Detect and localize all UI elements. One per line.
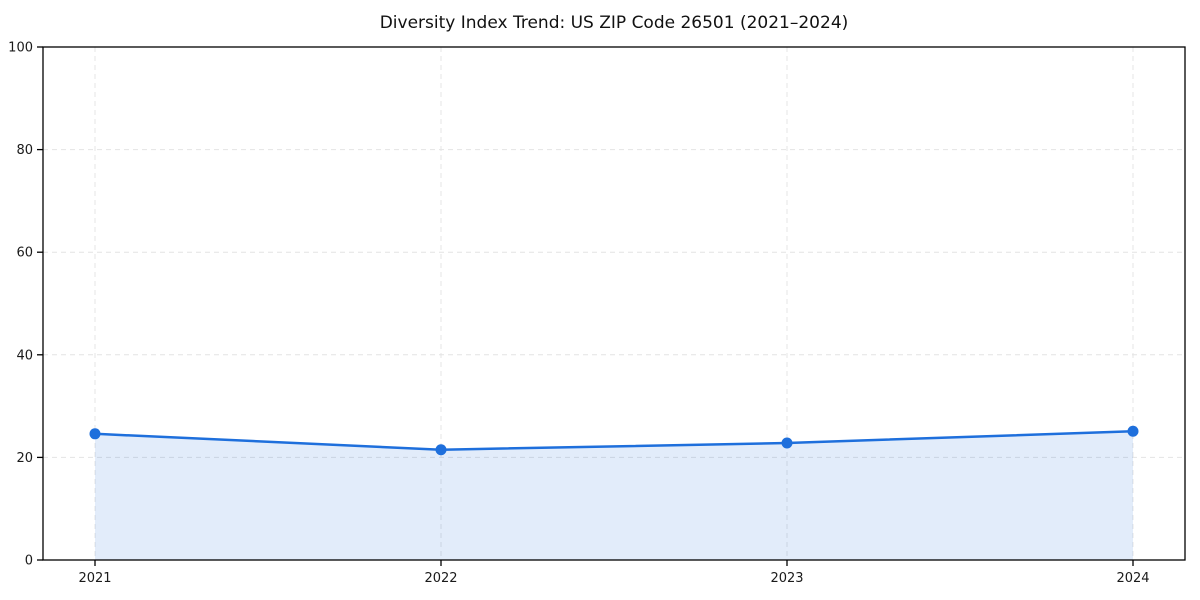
y-tick-label: 20 <box>16 451 33 466</box>
y-tick-label: 80 <box>16 143 33 158</box>
y-tick-label: 40 <box>16 348 33 363</box>
x-tick-label: 2021 <box>78 571 111 586</box>
data-point-2024 <box>1127 425 1139 437</box>
data-point-2023 <box>781 437 793 449</box>
plot-frame <box>42 46 1186 561</box>
x-tick-label: 2022 <box>424 571 457 586</box>
y-tick-label: 60 <box>16 246 33 261</box>
x-tick-label: 2024 <box>1116 571 1149 586</box>
chart-title: Diversity Index Trend: US ZIP Code 26501… <box>379 13 849 33</box>
area-fill <box>95 431 1133 560</box>
trend-line <box>93 429 1135 451</box>
data-point-2021 <box>89 428 101 440</box>
y-tick-label: 0 <box>25 554 33 569</box>
y-tick-label: 100 <box>8 41 33 56</box>
x-tick-label: 2023 <box>770 571 803 586</box>
data-point-2022 <box>435 444 447 456</box>
